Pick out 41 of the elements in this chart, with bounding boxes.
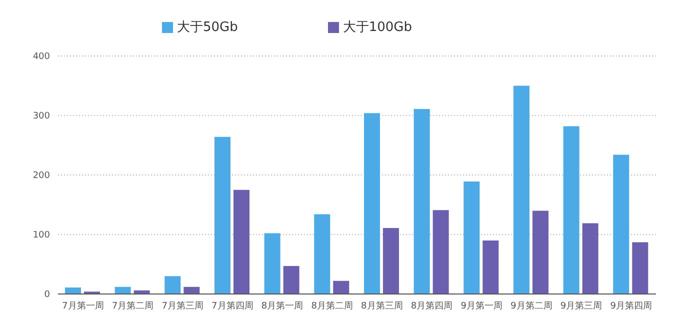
x-tick-label: 9月第四周 <box>610 300 652 312</box>
x-tick-label: 7月第四周 <box>212 300 254 312</box>
x-tick-label: 7月第二周 <box>112 300 154 312</box>
bar <box>184 286 200 294</box>
y-tick-label: 0 <box>44 290 50 300</box>
bar <box>164 276 181 294</box>
x-tick-label: 8月第二周 <box>311 300 353 312</box>
y-tick-label: 300 <box>32 112 50 122</box>
x-tick-label: 7月第三周 <box>162 300 204 312</box>
bar <box>513 86 530 294</box>
x-tick-label: 8月第一周 <box>261 300 304 312</box>
bar <box>632 242 648 294</box>
y-tick-label: 100 <box>32 230 50 241</box>
bar <box>414 108 430 294</box>
y-tick-label: 400 <box>32 52 50 62</box>
x-tick-label: 9月第二周 <box>510 300 552 312</box>
bar <box>532 210 548 294</box>
bar <box>233 190 250 294</box>
bar <box>613 154 630 294</box>
x-tick-label: 8月第三周 <box>361 300 403 312</box>
bar <box>464 182 480 294</box>
bar <box>314 214 330 294</box>
x-tick-label: 8月第四周 <box>410 300 453 312</box>
bar <box>214 136 230 294</box>
bar <box>283 266 300 294</box>
bar <box>64 287 81 294</box>
bar <box>364 113 380 294</box>
legend-label: 大于100Gb <box>342 20 412 35</box>
bar <box>582 223 598 294</box>
bar <box>432 210 449 294</box>
bar <box>382 228 399 294</box>
x-tick-label: 9月第一周 <box>460 300 502 312</box>
bar <box>563 126 580 294</box>
x-tick-label: 9月第三周 <box>560 300 602 312</box>
x-tick-label: 7月第一周 <box>62 300 104 312</box>
y-tick-label: 200 <box>32 171 50 182</box>
bar <box>482 240 499 294</box>
legend-label: 大于50Gb <box>176 20 238 35</box>
bar <box>264 233 280 294</box>
bar <box>333 280 350 294</box>
bar <box>114 286 131 294</box>
